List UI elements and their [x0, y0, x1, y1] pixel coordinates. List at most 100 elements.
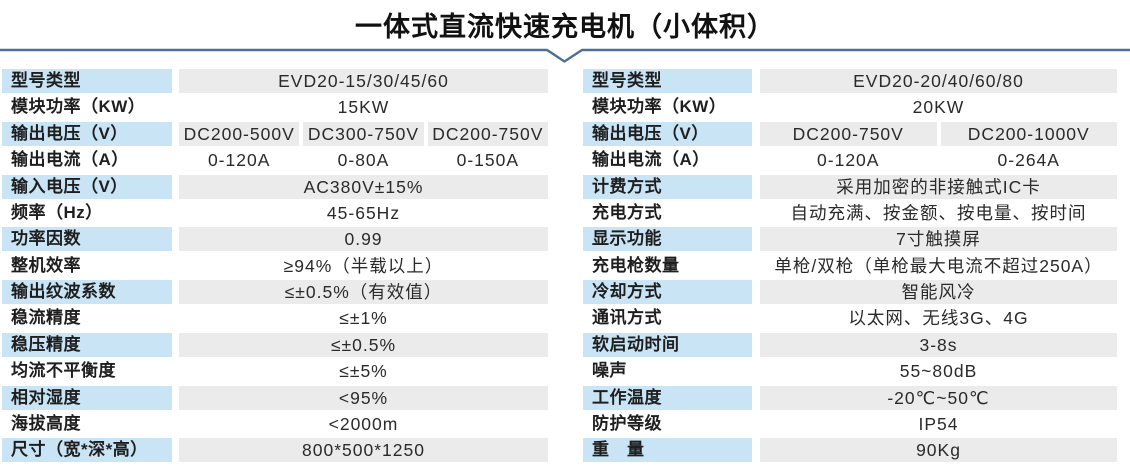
- spec-values: ≤±0.5%（有效值）: [179, 280, 548, 305]
- spec-label: 工作温度: [583, 385, 752, 410]
- spec-value-cell: <95%: [179, 385, 548, 410]
- spec-label: 型号类型: [583, 69, 752, 94]
- spec-values: ≤±5%: [179, 359, 548, 383]
- spec-value-cell: -20℃~50℃: [760, 385, 1117, 410]
- spec-label: 相对湿度: [2, 385, 172, 410]
- spec-table-right: 型号类型 EVD20-20/40/60/80 模块功率（KW） 20KW 输出电压（V）…: [583, 69, 1117, 465]
- spec-value-cell: EVD20-15/30/45/60: [179, 69, 548, 94]
- spec-row: 海拔高度 <2000m: [2, 412, 548, 436]
- spec-value-cell: DC200-750V: [760, 121, 937, 146]
- spec-label: 输出电流（A）: [11, 150, 129, 170]
- spec-row: 输出电流（A） 0-120A 0-264A: [583, 148, 1117, 172]
- spec-value-cell: 0-150A: [456, 150, 520, 171]
- spec-row: 输出纹波系数 ≤±0.5%（有效值）: [2, 280, 548, 305]
- spec-row: 尺寸（宽*深*高） 800*500*1250: [2, 438, 548, 463]
- spec-values: 55~80dB: [760, 359, 1117, 383]
- spec-row: 防护等级 IP54: [583, 412, 1117, 436]
- title-underline-chevron-icon: [0, 48, 1130, 63]
- spec-label: 模块功率（KW）: [592, 97, 727, 117]
- spec-values: 0-120A 0-80A 0-150A: [179, 148, 548, 172]
- spec-row: 工作温度 -20℃~50℃: [583, 385, 1117, 410]
- spec-row: 型号类型 EVD20-20/40/60/80: [583, 69, 1117, 94]
- spec-value-cell: 15KW: [337, 97, 390, 118]
- spec-values: IP54: [760, 412, 1117, 436]
- spec-values: <2000m: [179, 412, 548, 436]
- spec-value-cell: EVD20-20/40/60/80: [760, 69, 1117, 94]
- spec-label: 输入电压（V）: [2, 174, 172, 199]
- spec-value-cell: AC380V±15%: [179, 174, 548, 199]
- spec-value-cell: ≥94%（半载以上）: [283, 255, 444, 276]
- page-title: 一体式直流快速充电机（小体积）: [355, 12, 775, 42]
- spec-value-cell: ≤±0.5%（有效值）: [179, 280, 548, 305]
- spec-value-cell: 智能风冷: [760, 280, 1117, 305]
- spec-value-cell: 7寸触摸屏: [760, 227, 1117, 252]
- spec-table-left: 型号类型 EVD20-15/30/45/60 模块功率（KW） 15KW 输出电压（V）…: [2, 69, 548, 465]
- spec-values: 0-120A 0-264A: [760, 148, 1117, 172]
- spec-row: 相对湿度 <95%: [2, 385, 548, 410]
- spec-value-cell: DC200-750V: [427, 121, 548, 146]
- spec-values: 自动充满、按金额、按电量、按时间: [760, 201, 1117, 225]
- spec-row: 充电枪数量 单枪/双枪（单枪最大电流不超过250A）: [583, 254, 1117, 278]
- spec-row: 通讯方式 以太网、无线3G、4G: [583, 306, 1117, 330]
- spec-row: 输入电压（V） AC380V±15%: [2, 174, 548, 199]
- spec-value-cell: <2000m: [328, 413, 399, 434]
- spec-row: 输出电压（V） DC200-750V DC200-1000V: [583, 121, 1117, 146]
- spec-values: 20KW: [760, 95, 1117, 119]
- spec-label: 冷却方式: [583, 280, 752, 305]
- spec-label: 充电枪数量: [592, 255, 680, 275]
- spec-values: AC380V±15%: [179, 174, 548, 199]
- spec-label: 整机效率: [11, 255, 81, 275]
- spec-label: 稳流精度: [11, 308, 81, 328]
- spec-label: 输出电压（V）: [583, 121, 752, 146]
- spec-value-cell: 55~80dB: [899, 361, 978, 382]
- spec-values: EVD20-15/30/45/60: [179, 69, 548, 94]
- spec-values: DC200-500V DC300-750V DC200-750V: [179, 121, 548, 146]
- spec-row: 稳流精度 ≤±1%: [2, 306, 548, 330]
- spec-values: -20℃~50℃: [760, 385, 1117, 410]
- spec-value-cell: 采用加密的非接触式IC卡: [760, 174, 1117, 199]
- spec-row: 功率因数 0.99: [2, 227, 548, 252]
- spec-values: 45-65Hz: [179, 201, 548, 225]
- spec-values: 采用加密的非接触式IC卡: [760, 174, 1117, 199]
- spec-value-cell: 以太网、无线3G、4G: [848, 308, 1029, 329]
- spec-label: 频率（Hz）: [11, 202, 103, 222]
- spec-values: 7寸触摸屏: [760, 227, 1117, 252]
- spec-row: 显示功能 7寸触摸屏: [583, 227, 1117, 252]
- spec-value-cell: 0-120A: [817, 150, 880, 171]
- spec-label: 海拔高度: [11, 413, 81, 433]
- spec-label: 尺寸（宽*深*高）: [2, 438, 172, 463]
- spec-values: 3-8s: [760, 332, 1117, 357]
- spec-label: 重 量: [583, 438, 752, 463]
- spec-label: 型号类型: [2, 69, 172, 94]
- spec-label: 计费方式: [583, 174, 752, 199]
- spec-value-cell: IP54: [918, 413, 959, 434]
- spec-row: 噪声 55~80dB: [583, 359, 1117, 383]
- spec-value-cell: 0.99: [179, 227, 548, 252]
- spec-values: 90Kg: [760, 438, 1117, 463]
- spec-value-cell: 90Kg: [760, 438, 1117, 463]
- spec-label: 通讯方式: [592, 308, 662, 328]
- spec-row: 计费方式 采用加密的非接触式IC卡: [583, 174, 1117, 199]
- spec-value-cell: 800*500*1250: [179, 438, 548, 463]
- spec-row: 软启动时间 3-8s: [583, 332, 1117, 357]
- spec-values: ≥94%（半载以上）: [179, 254, 548, 278]
- spec-label: 功率因数: [2, 227, 172, 252]
- spec-value-cell: 0-120A: [207, 150, 271, 171]
- spec-label: 防护等级: [592, 413, 662, 433]
- spec-values: EVD20-20/40/60/80: [760, 69, 1117, 94]
- spec-row: 充电方式 自动充满、按金额、按电量、按时间: [583, 201, 1117, 225]
- spec-value-cell: 20KW: [912, 97, 965, 118]
- spec-value-cell: 45-65Hz: [326, 202, 401, 223]
- spec-label: 稳压精度: [2, 332, 172, 357]
- spec-row: 频率（Hz） 45-65Hz: [2, 201, 548, 225]
- spec-values: DC200-750V DC200-1000V: [760, 121, 1117, 146]
- spec-row: 型号类型 EVD20-15/30/45/60: [2, 69, 548, 94]
- spec-label: 输出电流（A）: [592, 150, 710, 170]
- spec-label: 噪声: [592, 361, 627, 381]
- spec-row: 整机效率 ≥94%（半载以上）: [2, 254, 548, 278]
- spec-label: 均流不平衡度: [11, 361, 116, 381]
- spec-value-cell: ≤±0.5%: [179, 332, 548, 357]
- spec-value-cell: 自动充满、按金额、按电量、按时间: [790, 202, 1087, 223]
- spec-values: 15KW: [179, 95, 548, 119]
- spec-label: 输出纹波系数: [2, 280, 172, 305]
